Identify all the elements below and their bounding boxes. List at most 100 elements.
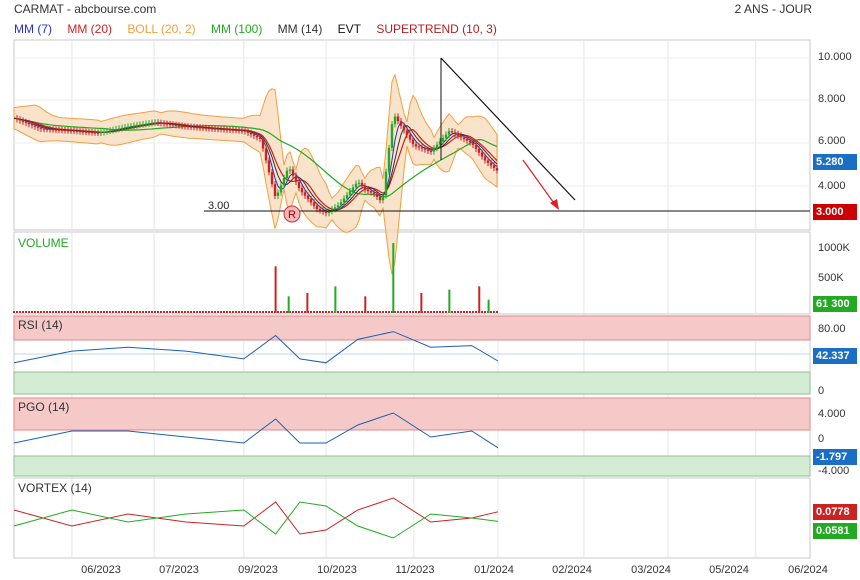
candle-body xyxy=(381,195,385,201)
volume-bar xyxy=(55,311,57,313)
candle-body xyxy=(213,128,217,130)
candle-body xyxy=(27,122,31,125)
candle-body xyxy=(78,131,82,133)
volume-bar xyxy=(34,311,36,313)
rsi-oversold-zone xyxy=(13,371,811,395)
candle-body xyxy=(327,211,331,214)
candle-body xyxy=(87,131,91,133)
legend-mm14[interactable]: MM (14) xyxy=(277,22,323,36)
candle-body xyxy=(495,167,499,171)
candle-body xyxy=(156,122,160,124)
candle-body xyxy=(132,125,136,127)
candle-body xyxy=(333,207,337,210)
candle-body xyxy=(441,137,445,142)
volume-bar xyxy=(352,311,354,313)
volume-bar xyxy=(82,311,84,313)
volume-bar xyxy=(346,311,348,313)
volume-bar xyxy=(223,311,225,313)
volume-bar xyxy=(16,311,18,313)
volume-bar xyxy=(334,286,337,313)
volume-bar xyxy=(496,311,498,313)
volume-bar xyxy=(400,311,402,313)
volume-bar xyxy=(448,289,451,313)
volume-bar xyxy=(202,311,204,313)
candle-body xyxy=(396,116,400,122)
candle-body xyxy=(366,189,370,192)
candle-body xyxy=(294,175,298,182)
volume-bar xyxy=(433,311,435,313)
trend-arrow-head xyxy=(550,199,559,210)
volume-bar xyxy=(259,311,261,313)
x-tick: 09/2023 xyxy=(238,564,278,576)
candle-body xyxy=(348,191,352,195)
volume-panel-label: VOLUME xyxy=(18,236,69,250)
price-tick: 8.000 xyxy=(818,93,846,105)
volume-bar xyxy=(306,293,309,313)
candle-body xyxy=(399,121,403,126)
volume-bar xyxy=(28,311,30,313)
candle-body xyxy=(264,148,268,161)
volume-bar xyxy=(397,311,399,313)
candle-body xyxy=(480,152,484,157)
volume-bar xyxy=(214,311,216,313)
candle-body xyxy=(288,169,292,171)
volume-bar xyxy=(175,311,177,313)
mm100-line xyxy=(13,117,498,198)
candle-body xyxy=(237,130,241,132)
candle-body xyxy=(276,192,280,196)
legend-evt[interactable]: EVT xyxy=(337,22,362,36)
candle-body xyxy=(228,129,232,131)
candle-body xyxy=(72,130,76,132)
candle-body xyxy=(426,149,430,151)
volume-bar xyxy=(19,311,21,313)
candle-body xyxy=(309,199,313,203)
candle-body xyxy=(126,126,130,128)
candle-body xyxy=(429,150,433,152)
x-tick: 06/2024 xyxy=(788,564,828,576)
volume-bars xyxy=(13,243,498,313)
volume-bar xyxy=(238,311,240,313)
volume-bar xyxy=(373,311,375,313)
candle-body xyxy=(243,130,247,132)
volume-bar xyxy=(172,311,174,313)
candle-body xyxy=(357,182,361,184)
bollinger-band xyxy=(13,73,498,275)
volume-bar xyxy=(109,311,111,313)
candle-body xyxy=(108,130,112,132)
volume-bar xyxy=(487,299,490,313)
volume-bar xyxy=(64,311,66,313)
pgo-tick: 0 xyxy=(818,433,825,445)
candle-body xyxy=(210,128,214,130)
candle-body xyxy=(249,132,253,135)
volume-bar xyxy=(118,311,120,313)
volume-bar xyxy=(190,311,192,313)
volume-bar xyxy=(364,296,367,313)
volume-bar xyxy=(436,311,438,313)
legend-boll[interactable]: BOLL (20, 2) xyxy=(127,22,196,36)
period-label[interactable]: 2 ANS - JOUR xyxy=(734,2,812,16)
volume-bar xyxy=(151,311,153,313)
candle-body xyxy=(240,130,244,132)
rsi-panel-label: RSI (14) xyxy=(18,318,63,332)
legend-mm7[interactable]: MM (7) xyxy=(14,22,52,36)
candle-body xyxy=(261,138,265,149)
legend-mm100[interactable]: MM (100) xyxy=(210,22,263,36)
legend-mm20[interactable]: MM (20) xyxy=(67,22,113,36)
pgo-line xyxy=(13,412,499,449)
trend-arrow xyxy=(522,159,557,207)
volume-bar xyxy=(103,311,105,313)
volume-bar xyxy=(457,311,459,313)
candle-body xyxy=(282,177,286,186)
candle-body xyxy=(144,123,148,125)
volume-bar xyxy=(40,311,42,313)
candle-body xyxy=(207,128,211,130)
volume-bar xyxy=(244,311,246,313)
volume-bar xyxy=(391,311,393,313)
volume-bar xyxy=(475,311,477,313)
legend-supertrend[interactable]: SUPERTREND (10, 3) xyxy=(376,22,497,36)
volume-bar xyxy=(70,311,72,313)
volume-bar xyxy=(160,311,162,313)
volume-bar xyxy=(420,293,423,313)
candle-body xyxy=(57,129,61,131)
volume-bar xyxy=(469,311,471,313)
